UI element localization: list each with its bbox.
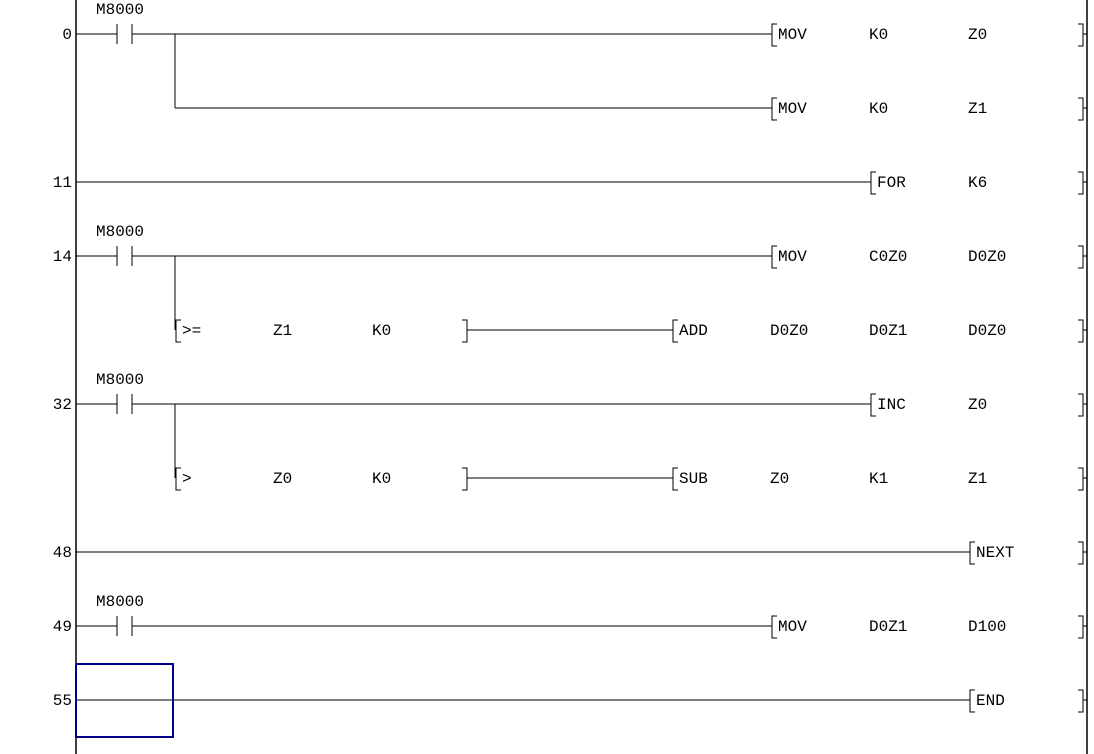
instruction-close-bracket (1078, 615, 1084, 639)
instruction-mnemonic[interactable]: INC (877, 396, 906, 414)
step-number: 32 (53, 396, 72, 414)
instruction-operand[interactable]: Z0 (968, 396, 987, 414)
instruction-operand[interactable]: K1 (869, 470, 888, 488)
instruction-operand[interactable]: D0Z0 (770, 322, 808, 340)
instruction-mnemonic[interactable]: FOR (877, 174, 906, 192)
instruction-mnemonic[interactable]: ADD (679, 322, 708, 340)
compare-open-bracket (175, 467, 181, 491)
instruction-open-bracket (969, 541, 975, 565)
instruction-operand[interactable]: Z0 (968, 26, 987, 44)
edit-cursor[interactable] (75, 663, 174, 738)
compare-operand[interactable]: Z1 (273, 322, 292, 340)
instruction-close-bracket (1078, 319, 1084, 343)
instruction-open-bracket (771, 245, 777, 269)
instruction-operand[interactable]: K6 (968, 174, 987, 192)
instruction-close-bracket (1078, 467, 1084, 491)
instruction-open-bracket (771, 97, 777, 121)
instruction-close-bracket (1078, 689, 1084, 713)
contact-device-label[interactable]: M8000 (96, 1, 144, 19)
instruction-operand[interactable]: D0Z0 (968, 248, 1006, 266)
instruction-mnemonic[interactable]: MOV (778, 248, 807, 266)
instruction-mnemonic[interactable]: MOV (778, 26, 807, 44)
instruction-close-bracket (1078, 97, 1084, 121)
instruction-operand[interactable]: D0Z0 (968, 322, 1006, 340)
contact-device-label[interactable]: M8000 (96, 593, 144, 611)
step-number: 48 (53, 544, 72, 562)
instruction-operand[interactable]: K0 (869, 100, 888, 118)
compare-operand[interactable]: K0 (372, 322, 391, 340)
instruction-open-bracket (969, 689, 975, 713)
instruction-close-bracket (1078, 171, 1084, 195)
instruction-open-bracket (672, 467, 678, 491)
instruction-operand[interactable]: C0Z0 (869, 248, 907, 266)
step-number: 49 (53, 618, 72, 636)
instruction-mnemonic[interactable]: SUB (679, 470, 708, 488)
step-number: 14 (53, 248, 72, 266)
instruction-mnemonic[interactable]: END (976, 692, 1005, 710)
step-number: 0 (62, 26, 72, 44)
instruction-open-bracket (672, 319, 678, 343)
instruction-open-bracket (870, 171, 876, 195)
contact-device-label[interactable]: M8000 (96, 223, 144, 241)
compare-operator[interactable]: > (182, 470, 192, 488)
instruction-close-bracket (1078, 245, 1084, 269)
instruction-mnemonic[interactable]: NEXT (976, 544, 1014, 562)
step-number: 55 (53, 692, 72, 710)
instruction-operand[interactable]: Z1 (968, 100, 987, 118)
instruction-operand[interactable]: D100 (968, 618, 1006, 636)
instruction-close-bracket (1078, 23, 1084, 47)
instruction-open-bracket (870, 393, 876, 417)
compare-operand[interactable]: K0 (372, 470, 391, 488)
instruction-open-bracket (771, 23, 777, 47)
instruction-close-bracket (1078, 393, 1084, 417)
instruction-mnemonic[interactable]: MOV (778, 618, 807, 636)
compare-operator[interactable]: >= (182, 322, 201, 340)
instruction-mnemonic[interactable]: MOV (778, 100, 807, 118)
contact-device-label[interactable]: M8000 (96, 371, 144, 389)
compare-open-bracket (175, 319, 181, 343)
instruction-open-bracket (771, 615, 777, 639)
compare-close-bracket (462, 467, 468, 491)
instruction-operand[interactable]: D0Z1 (869, 322, 907, 340)
instruction-operand[interactable]: K0 (869, 26, 888, 44)
step-number: 11 (53, 174, 72, 192)
instruction-operand[interactable]: D0Z1 (869, 618, 907, 636)
compare-close-bracket (462, 319, 468, 343)
instruction-close-bracket (1078, 541, 1084, 565)
instruction-operand[interactable]: Z1 (968, 470, 987, 488)
instruction-operand[interactable]: Z0 (770, 470, 789, 488)
compare-operand[interactable]: Z0 (273, 470, 292, 488)
